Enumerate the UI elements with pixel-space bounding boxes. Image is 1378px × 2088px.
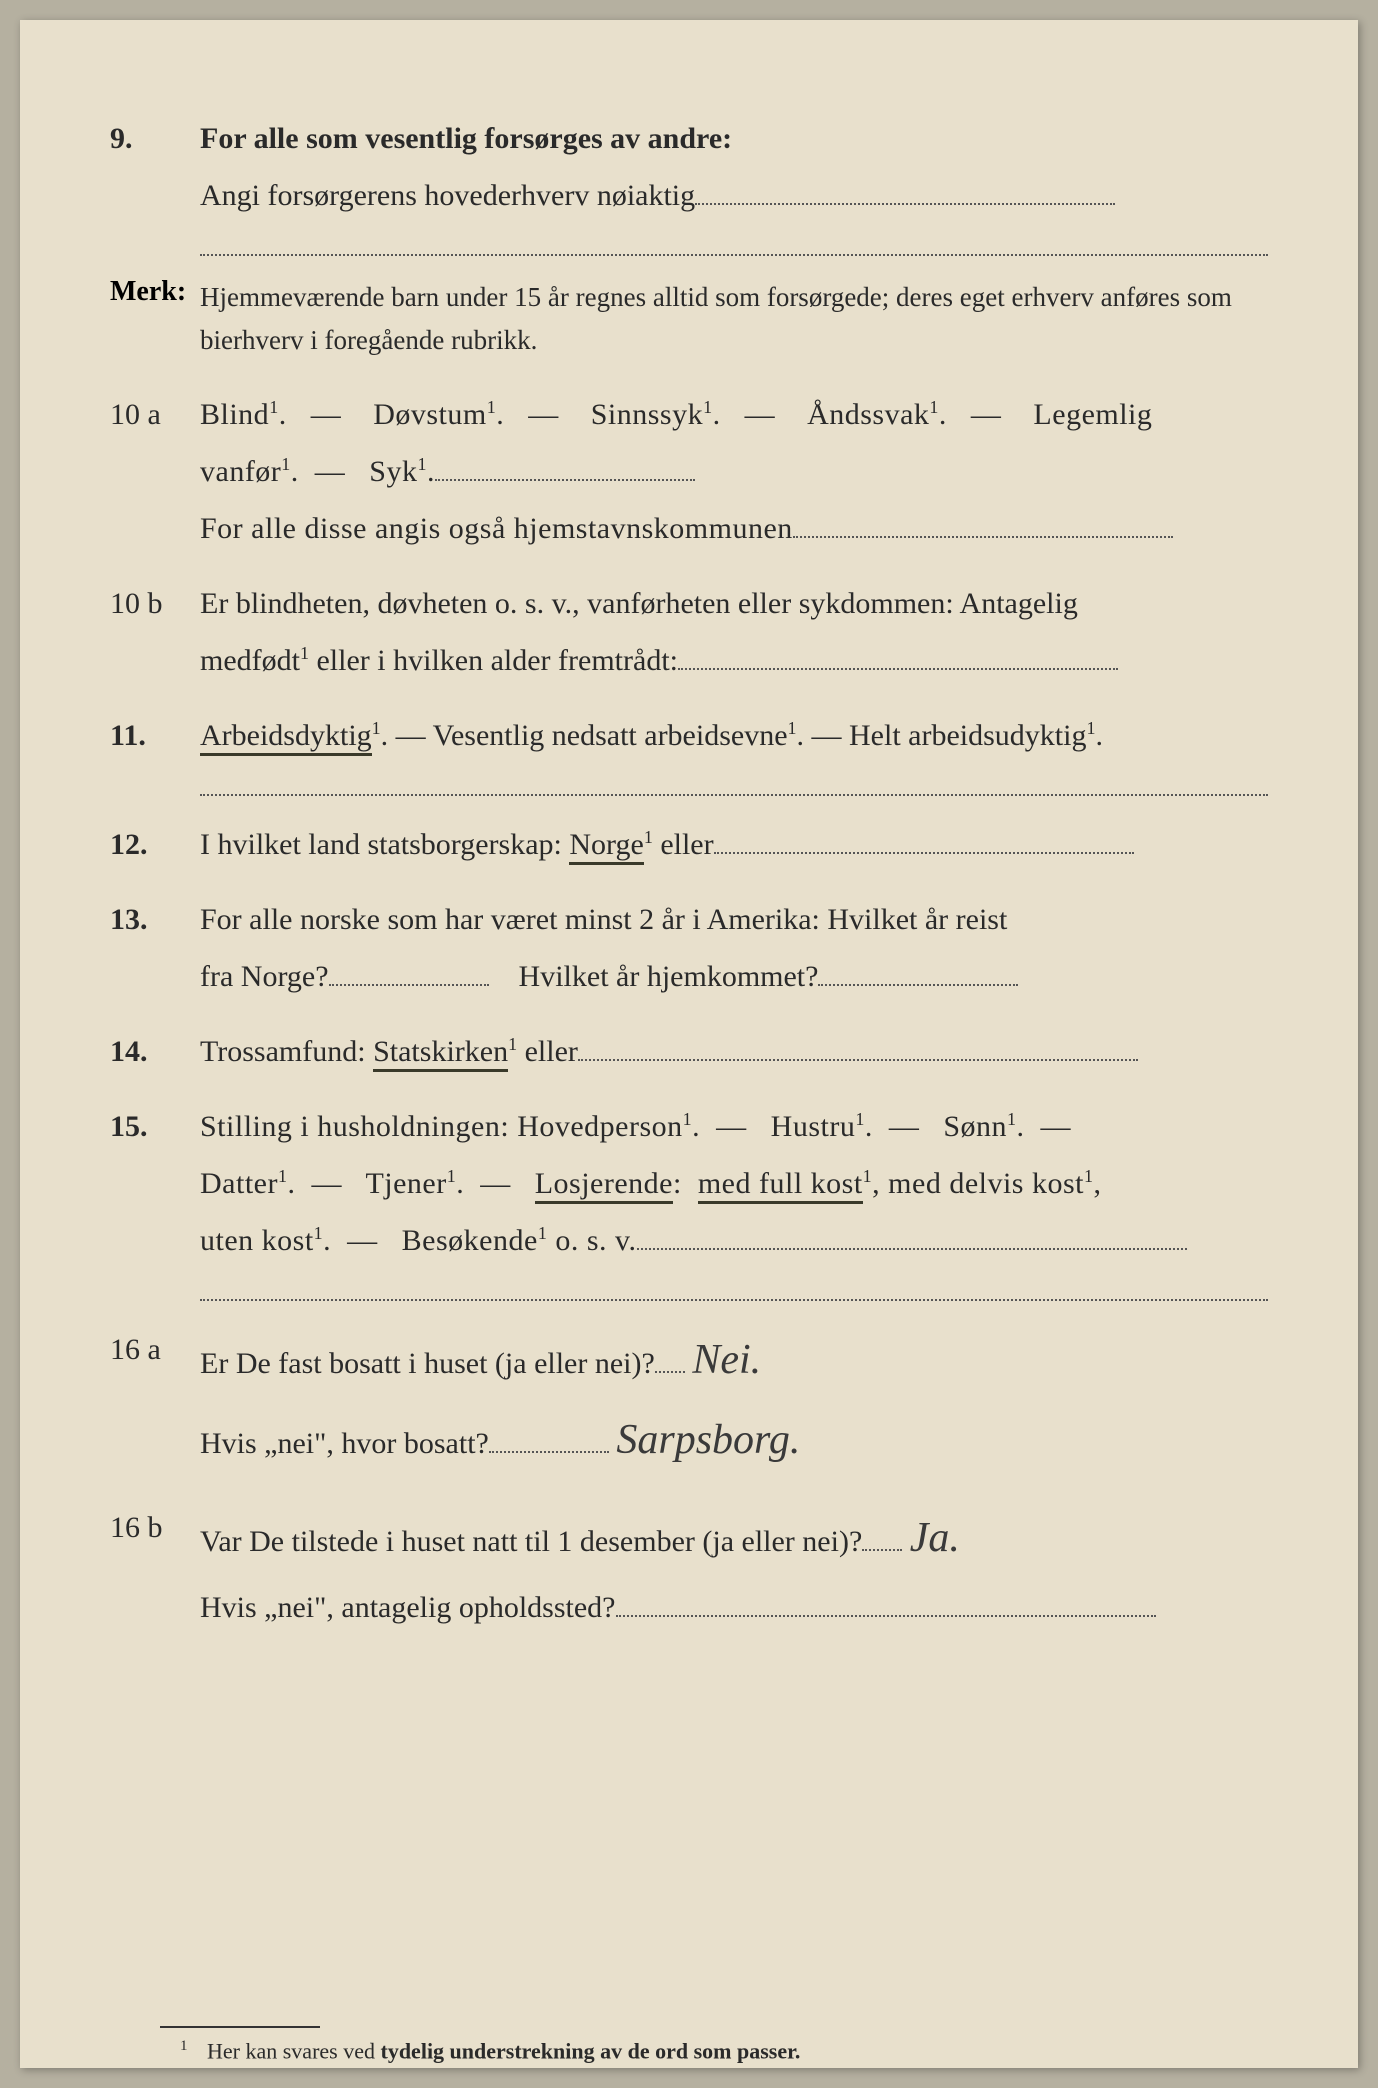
opt-norge[interactable]: Norge (569, 828, 643, 865)
blank-line[interactable] (714, 852, 1134, 854)
q15-number: 15. (110, 1098, 200, 1155)
q16b-content: Var De tilstede i huset natt til 1 desem… (200, 1499, 1268, 1636)
merk-text: Hjemmeværende barn under 15 år regnes al… (200, 276, 1268, 362)
q9-heading: For alle som vesentlig forsørges av andr… (200, 122, 732, 155)
opt-legemlig-b[interactable]: vanfør (200, 455, 281, 488)
answer-16a-1: Nei. (692, 1337, 761, 1383)
question-16b: 16 b Var De tilstede i huset natt til 1 … (110, 1499, 1268, 1636)
q16b-number: 16 b (110, 1499, 200, 1556)
q12-text: I hvilket land statsborgerskap: (200, 828, 569, 861)
q9-content: For alle som vesentlig forsørges av andr… (200, 110, 1268, 224)
blank-line[interactable] (793, 536, 1173, 538)
q10b-text1: Er blindheten, døvheten o. s. v., vanfør… (200, 587, 1078, 620)
q14-content: Trossamfund: Statskirken1 eller (200, 1023, 1268, 1080)
blank-line[interactable] (678, 668, 1118, 670)
opt-arbeidsdyktig[interactable]: Arbeidsdyktig (200, 719, 372, 756)
question-15: 15. Stilling i husholdningen: Hovedperso… (110, 1098, 1268, 1269)
q13-t1: For alle norske som har været minst 2 år… (200, 903, 1007, 936)
opt-statskirken[interactable]: Statskirken (373, 1035, 508, 1072)
blank-line[interactable] (695, 203, 1115, 205)
q10a-number: 10 a (110, 386, 200, 443)
q10b-text2b: eller i hvilken alder fremtrådt: (309, 644, 678, 677)
footnote-sup: 1 (180, 2038, 188, 2054)
opt-blind[interactable]: Blind (200, 398, 269, 431)
q16a-content: Er De fast bosatt i huset (ja eller nei)… (200, 1321, 1268, 1481)
footnote-text-b: tydelig understrekning av de ord som pas… (381, 2038, 801, 2063)
blank-line[interactable] (435, 479, 695, 481)
q12-number: 12. (110, 816, 200, 873)
opt-besokende[interactable]: Besøkende (402, 1224, 538, 1257)
q14-t1: Trossamfund: (200, 1035, 373, 1068)
answer-16b-1: Ja. (910, 1515, 960, 1561)
q10b-text2a: medfødt (200, 644, 300, 677)
q16a-t2: Hvis „nei", hvor bosatt? (200, 1427, 489, 1460)
separator (200, 794, 1268, 796)
footnote-text-a: Her kan svares ved (207, 2038, 381, 2063)
question-14: 14. Trossamfund: Statskirken1 eller (110, 1023, 1268, 1080)
q16a-number: 16 a (110, 1321, 200, 1378)
q13-content: For alle norske som har været minst 2 år… (200, 891, 1268, 1005)
q14-eller: eller (525, 1035, 578, 1068)
q12-eller: eller (660, 828, 713, 861)
merk-label: Merk: (110, 276, 200, 362)
opt-uten-kost[interactable]: uten kost (200, 1224, 314, 1257)
footnote-rule (160, 2026, 320, 2028)
opt-delvis-kost[interactable]: , med delvis kost (872, 1167, 1084, 1200)
q16b-t2: Hvis „nei", antagelig opholdssted? (200, 1591, 616, 1624)
opt-syk[interactable]: Syk (369, 455, 417, 488)
q14-number: 14. (110, 1023, 200, 1080)
opt-datter[interactable]: Datter (200, 1167, 278, 1200)
question-10b: 10 b Er blindheten, døvheten o. s. v., v… (110, 575, 1268, 689)
q13-number: 13. (110, 891, 200, 948)
blank-line[interactable] (818, 984, 1018, 986)
q10b-content: Er blindheten, døvheten o. s. v., vanfør… (200, 575, 1268, 689)
q11-content: Arbeidsdyktig1. — Vesentlig nedsatt arbe… (200, 707, 1268, 764)
blank-line[interactable] (329, 984, 489, 986)
q16b-t1: Var De tilstede i huset natt til 1 desem… (200, 1525, 862, 1558)
blank-line[interactable] (616, 1615, 1156, 1617)
blank-line[interactable] (578, 1059, 1138, 1061)
q15-content: Stilling i husholdningen: Hovedperson1. … (200, 1098, 1268, 1269)
question-16a: 16 a Er De fast bosatt i huset (ja eller… (110, 1321, 1268, 1481)
q10a-line2: For alle disse angis også hjemstavnskomm… (200, 512, 793, 545)
opt-udyktig[interactable]: Helt arbeidsudyktig (849, 719, 1086, 752)
opt-legemlig-a[interactable]: Legemlig (1033, 398, 1152, 431)
footnote: 1 Her kan svares ved tydelig understrekn… (180, 2038, 1268, 2064)
q11-number: 11. (110, 707, 200, 764)
q9-line: Angi forsørgerens hovederhverv nøiaktig (200, 179, 695, 212)
question-13: 13. For alle norske som har været minst … (110, 891, 1268, 1005)
opt-hustru[interactable]: Hustru (771, 1110, 856, 1143)
opt-dovstum[interactable]: Døvstum (373, 398, 487, 431)
q13-t3: Hvilket år hjemkommet? (519, 960, 819, 993)
question-12: 12. I hvilket land statsborgerskap: Norg… (110, 816, 1268, 873)
opt-andsvak[interactable]: Åndssvak (807, 398, 929, 431)
q16a-t1: Er De fast bosatt i huset (ja eller nei)… (200, 1347, 655, 1380)
blank-line[interactable] (637, 1248, 1187, 1250)
opt-sinnssyk[interactable]: Sinnssyk (591, 398, 703, 431)
answer-16a-2: Sarpsborg. (616, 1417, 800, 1463)
census-form-page: 9. For alle som vesentlig forsørges av a… (20, 20, 1358, 2068)
question-9: 9. For alle som vesentlig forsørges av a… (110, 110, 1268, 224)
opt-full-kost[interactable]: med full kost (698, 1167, 863, 1204)
q10a-content: Blind1. — Døvstum1. — Sinnssyk1. — Åndss… (200, 386, 1268, 557)
opt-tjener[interactable]: Tjener (365, 1167, 446, 1200)
question-11: 11. Arbeidsdyktig1. — Vesentlig nedsatt … (110, 707, 1268, 764)
opt-sonn[interactable]: Sønn (943, 1110, 1007, 1143)
separator (200, 254, 1268, 256)
q13-t2: fra Norge? (200, 960, 329, 993)
q15-osv: o. s. v. (547, 1224, 636, 1257)
question-10a: 10 a Blind1. — Døvstum1. — Sinnssyk1. — … (110, 386, 1268, 557)
q15-t1: Stilling i husholdningen: Hovedperson (200, 1110, 683, 1143)
separator (200, 1299, 1268, 1301)
opt-losjerende[interactable]: Losjerende (535, 1167, 673, 1204)
opt-nedsatt[interactable]: Vesentlig nedsatt arbeidsevne (433, 719, 788, 752)
q10b-number: 10 b (110, 575, 200, 632)
q9-number: 9. (110, 110, 200, 167)
merk-note: Merk: Hjemmeværende barn under 15 år reg… (110, 276, 1268, 362)
q12-content: I hvilket land statsborgerskap: Norge1 e… (200, 816, 1268, 873)
